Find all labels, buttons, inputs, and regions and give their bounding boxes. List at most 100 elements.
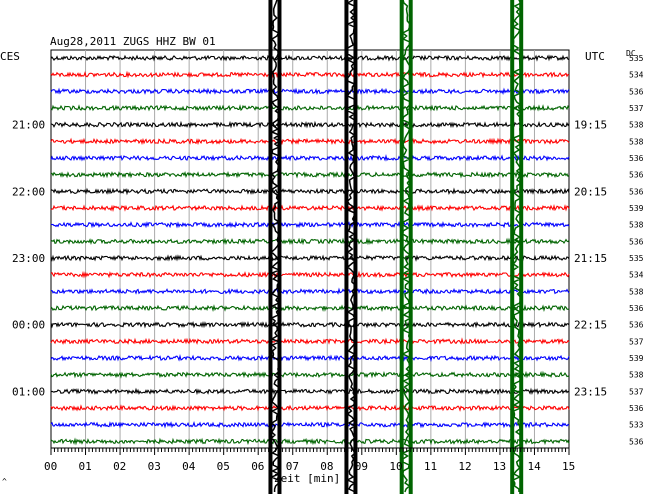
x-tick-label: 09	[355, 460, 368, 473]
event-2-band-b	[353, 0, 358, 494]
x-tick-label: 02	[113, 460, 126, 473]
trace-row-10	[50, 204, 570, 213]
trace-row-23	[50, 421, 570, 429]
event-1-band-a	[268, 0, 273, 494]
x-tick-label: 15	[562, 460, 575, 473]
dc-value: 539	[629, 354, 644, 363]
trace-row-14	[50, 270, 570, 279]
x-tick-label: 06	[251, 460, 264, 473]
left-axis-title: CES	[0, 50, 20, 63]
right-time-label: 21:15	[574, 252, 607, 265]
dc-value: 536	[629, 171, 644, 180]
trace-row-9	[50, 187, 570, 196]
event-3-band-b	[408, 0, 413, 494]
dc-value: 536	[629, 237, 644, 246]
x-tick-label: 13	[493, 460, 506, 473]
event-4-band-b	[519, 0, 524, 494]
dc-value: 538	[629, 121, 644, 130]
right-time-labels: 19:15 20:15 21:15 22:15 23:15	[574, 119, 607, 399]
trace-row-15	[51, 287, 570, 296]
dc-value: 536	[629, 304, 644, 313]
dc-value: 538	[629, 137, 644, 146]
dc-value: 535	[629, 54, 644, 63]
dc-value: 536	[629, 437, 644, 446]
trace-row-4	[50, 104, 570, 112]
dc-title: DC	[626, 49, 636, 58]
dc-value: 537	[629, 104, 644, 113]
dc-value: 536	[629, 321, 644, 330]
event-1-trace	[269, 0, 282, 492]
trace-row-2	[50, 70, 570, 79]
trace-row-19	[50, 353, 570, 363]
x-axis-label: Zeit [min]	[274, 472, 340, 485]
x-tick-label: 03	[148, 460, 161, 473]
trace-row-8	[50, 170, 570, 179]
left-time-label: 00:00	[12, 319, 45, 332]
trace-row-16	[50, 304, 570, 312]
dc-value: 538	[629, 287, 644, 296]
event-3-trace	[400, 0, 413, 493]
left-time-label: 21:00	[12, 119, 45, 132]
event-1-band-b	[277, 0, 282, 494]
trace-row-13	[50, 254, 570, 262]
dc-value: 536	[629, 187, 644, 196]
dc-value: 533	[629, 421, 644, 430]
x-tick-label: 07	[286, 460, 299, 473]
right-time-label: 20:15	[574, 185, 607, 198]
dc-value: 538	[629, 371, 644, 380]
trace-row-17	[50, 320, 570, 329]
chart-title: Aug28,2011 ZUGS HHZ BW 01	[50, 35, 216, 48]
x-tick-label: 00	[44, 460, 57, 473]
dc-value: 538	[629, 221, 644, 230]
x-axis: 00 01 02 03 04 05 06 07 08 09 10 11 12 13 14 15	[44, 447, 575, 473]
right-time-label: 22:15	[574, 319, 607, 332]
seismic-events	[268, 0, 524, 494]
event-2-band-a	[344, 0, 349, 494]
corner-mark: ^	[2, 477, 7, 486]
event-4-trace	[511, 0, 523, 493]
x-tick-label: 12	[458, 460, 471, 473]
trace-row-7	[50, 154, 570, 162]
dc-value: 534	[629, 71, 644, 80]
x-tick-label: 10	[389, 460, 402, 473]
dc-value: 537	[629, 387, 644, 396]
trace-row-24	[50, 437, 570, 446]
x-tick-label: 08	[320, 460, 333, 473]
x-tick-label: 01	[79, 460, 92, 473]
traces	[50, 54, 570, 446]
left-time-labels: 21:00 22:00 23:00 00:00 01:00	[12, 119, 45, 399]
left-time-label: 01:00	[12, 385, 45, 398]
left-time-label: 23:00	[12, 252, 45, 265]
dc-value: 537	[629, 337, 644, 346]
event-2-trace	[345, 0, 357, 493]
trace-row-1	[50, 54, 570, 62]
dc-value: 536	[629, 87, 644, 96]
trace-row-12	[50, 237, 570, 246]
dc-value: 536	[629, 154, 644, 163]
trace-row-6	[50, 137, 570, 146]
trace-row-11	[50, 220, 570, 229]
right-time-label: 23:15	[574, 385, 607, 398]
trace-row-21	[50, 387, 570, 396]
right-time-label: 19:15	[574, 119, 607, 132]
left-time-label: 22:00	[12, 185, 45, 198]
x-tick-label: 04	[182, 460, 196, 473]
trace-row-18	[50, 337, 570, 346]
x-tick-label: 14	[527, 460, 541, 473]
x-tick-label: 05	[217, 460, 230, 473]
trace-row-22	[50, 404, 570, 412]
trace-row-20	[50, 370, 570, 379]
dc-labels: 535 534 536 537 538 538 536 536 536 539 538 536 535 5…	[629, 54, 644, 446]
trace-row-5	[50, 120, 570, 129]
dc-value: 539	[629, 204, 644, 213]
event-3-band-a	[399, 0, 404, 494]
x-tick-label: 11	[424, 460, 437, 473]
right-axis-title: UTC	[585, 50, 605, 63]
dc-value: 536	[629, 404, 644, 413]
trace-row-3	[50, 87, 570, 96]
dc-value: 534	[629, 271, 644, 280]
dc-value: 535	[629, 254, 644, 263]
event-4-band-a	[510, 0, 515, 494]
